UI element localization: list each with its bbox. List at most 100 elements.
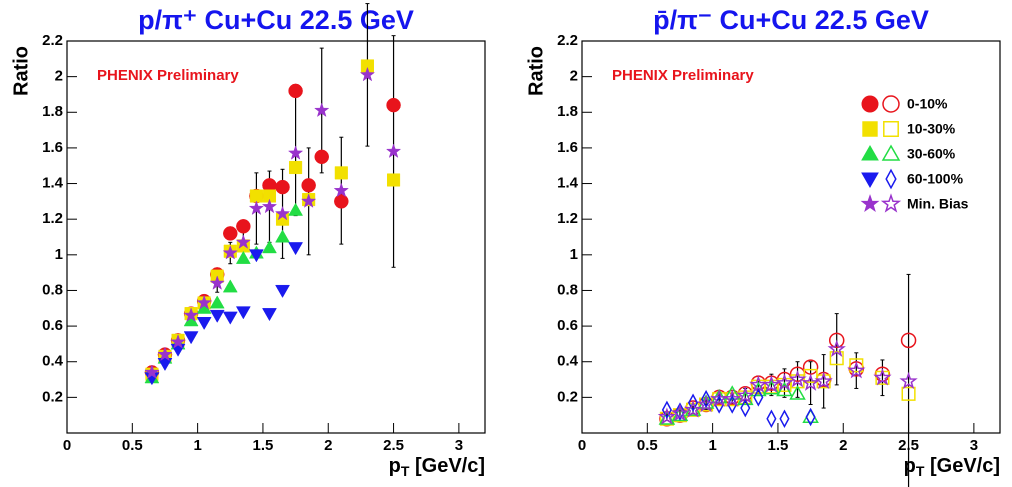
data-point: [696, 394, 716, 413]
data-point: [274, 205, 291, 221]
data-point: [387, 173, 401, 187]
data-point: [900, 332, 917, 349]
legend-label: 0-10%: [907, 96, 948, 112]
y-tick-label: 1.6: [557, 139, 578, 156]
data-point: [334, 166, 348, 180]
data-point: [222, 279, 238, 293]
data-point: [275, 229, 290, 243]
data-point: [762, 375, 781, 393]
x-label-sub: T: [916, 463, 925, 479]
x-tick-label: 3: [970, 437, 978, 454]
data-point: [275, 179, 290, 195]
data-point: [209, 309, 225, 323]
legend-label: Min. Bias: [907, 196, 969, 212]
data-point: [359, 66, 376, 82]
legend-label: 10-30%: [907, 121, 956, 137]
annotation: PHENIX Preliminary: [97, 67, 239, 84]
y-tick-label: 1.2: [557, 210, 578, 227]
data-point: [301, 178, 316, 193]
data-point: [183, 307, 199, 322]
data-point: [209, 275, 225, 290]
y-tick-label: 1: [55, 246, 63, 263]
legend-marker: [881, 144, 901, 161]
data-point: [222, 244, 238, 260]
data-point: [788, 369, 807, 388]
plot-frame: [66, 40, 486, 434]
x-tick-label: 1: [708, 437, 716, 454]
annotation: PHENIX Preliminary: [612, 67, 754, 84]
data-point: [683, 400, 703, 418]
data-point: [873, 368, 892, 386]
y-axis-label: Ratio: [525, 46, 547, 96]
data-point: [829, 351, 844, 366]
data-point: [849, 358, 864, 373]
data-point: [275, 284, 290, 298]
data-point: [386, 97, 401, 113]
legend-marker: [882, 95, 900, 113]
data-point: [170, 343, 186, 357]
chart-title: p̄/π⁻ Cu+Cu 22.5 GeV: [653, 5, 929, 35]
data-point: [385, 143, 402, 159]
legend-label: 60-100%: [907, 171, 964, 187]
data-point: [661, 400, 672, 420]
data-point: [196, 317, 212, 331]
y-tick-label: 0.4: [42, 353, 64, 370]
data-point: [235, 234, 252, 249]
y-tick-label: 1.8: [557, 103, 578, 120]
data-point: [766, 409, 777, 429]
data-point: [262, 189, 277, 203]
data-point: [183, 331, 199, 345]
data-point: [235, 250, 251, 264]
data-point: [847, 361, 866, 379]
data-point: [222, 311, 238, 325]
data-point: [248, 249, 264, 263]
data-point: [157, 358, 173, 372]
data-point: [790, 374, 805, 389]
y-tick-label: 1.6: [42, 139, 63, 156]
data-point: [805, 407, 816, 427]
data-point: [779, 409, 790, 429]
legend-marker: [883, 121, 899, 137]
data-point: [775, 373, 794, 391]
x-label-part: [GeV/c]: [924, 455, 1000, 477]
data-point: [657, 407, 677, 425]
x-axis-label: pT [GeV/c]: [904, 455, 1000, 478]
y-tick-label: 0.6: [42, 317, 63, 334]
x-tick-label: 2: [839, 437, 847, 454]
data-point: [314, 149, 329, 165]
data-point: [314, 102, 330, 118]
data-point: [687, 393, 699, 412]
x-tick-label: 1: [193, 437, 201, 454]
x-label-part: p: [904, 455, 916, 477]
data-point: [802, 359, 819, 375]
data-point: [287, 145, 304, 160]
data-point: [288, 202, 304, 216]
y-tick-label: 1.8: [42, 103, 63, 120]
data-point: [802, 408, 819, 423]
y-tick-label: 2.2: [557, 32, 578, 49]
data-point: [789, 385, 806, 400]
data-point: [333, 182, 350, 198]
data-point: [723, 389, 742, 407]
y-axis-label: Ratio: [10, 46, 32, 96]
y-tick-label: 0.8: [42, 281, 63, 298]
data-point: [334, 194, 349, 209]
data-point: [674, 402, 686, 421]
x-label-part: [GeV/c]: [409, 455, 485, 477]
chart-title: p/π⁺ Cu+Cu 22.5 GeV: [138, 5, 414, 35]
data-point: [288, 242, 304, 256]
legend-marker: [862, 121, 878, 137]
data-point: [360, 59, 374, 73]
plot-frame: [581, 40, 1001, 434]
y-tick-label: 0.6: [557, 317, 578, 334]
data-point: [753, 388, 764, 407]
data-point: [684, 401, 702, 416]
data-point: [740, 398, 751, 418]
data-point: [670, 403, 690, 422]
x-axis-label: pT [GeV/c]: [389, 455, 485, 478]
x-tick-label: 0.5: [637, 437, 658, 454]
legend-marker: [880, 193, 902, 213]
data-point: [262, 308, 277, 322]
data-point: [170, 334, 186, 349]
x-tick-label: 1.5: [253, 437, 274, 454]
